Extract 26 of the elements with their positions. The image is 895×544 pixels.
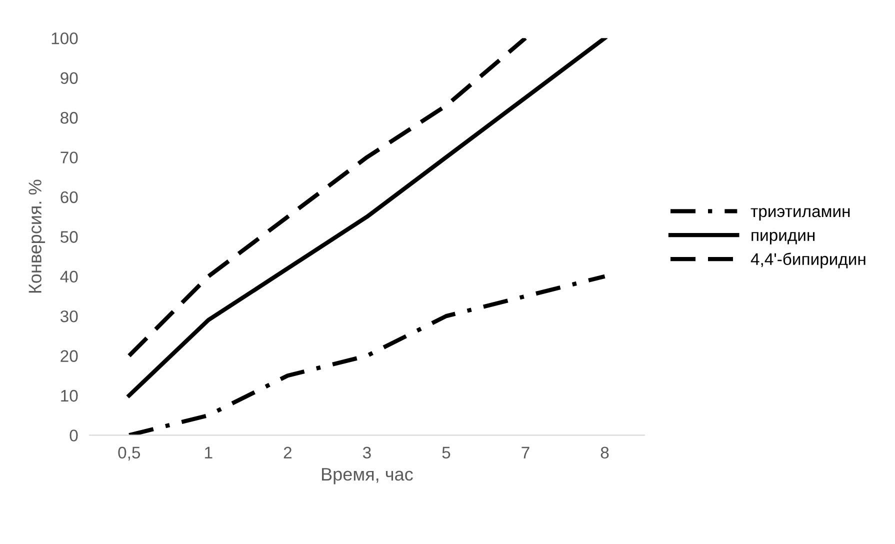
y-tick-label: 20 (60, 350, 78, 362)
line-series (127, 274, 607, 436)
y-tick-label: 40 (60, 270, 78, 283)
x-tick-label: 5 (442, 446, 450, 459)
y-tick-label: 90 (60, 72, 78, 84)
x-tick-label: 1 (205, 446, 212, 458)
x-tick-label: 7 (522, 446, 530, 458)
y-axis-title: Конверсия. % (28, 180, 46, 293)
line-series (127, 38, 607, 398)
x-tick-label: 0,5 (118, 446, 140, 461)
x-tick-label: 2 (284, 446, 292, 458)
y-tick-label: 60 (60, 191, 78, 204)
y-tick-label: 100 (52, 32, 78, 44)
x-axis-title: Время, час (322, 468, 413, 484)
legend-label: пиридин (752, 232, 814, 244)
x-tick-label: 3 (362, 446, 371, 459)
y-tick-label: 30 (60, 310, 78, 322)
y-tick-label: 80 (60, 112, 78, 124)
line-series (127, 38, 528, 358)
legend-label: триэтиламин (750, 208, 850, 220)
x-tick-label: 8 (600, 446, 609, 459)
y-tick-label: 0 (70, 430, 78, 442)
y-tick-label: 10 (61, 390, 78, 402)
y-tick-label: 50 (60, 231, 78, 243)
legend-label: 4,4'-бипиридин (750, 252, 866, 268)
y-tick-label: 70 (60, 152, 78, 164)
